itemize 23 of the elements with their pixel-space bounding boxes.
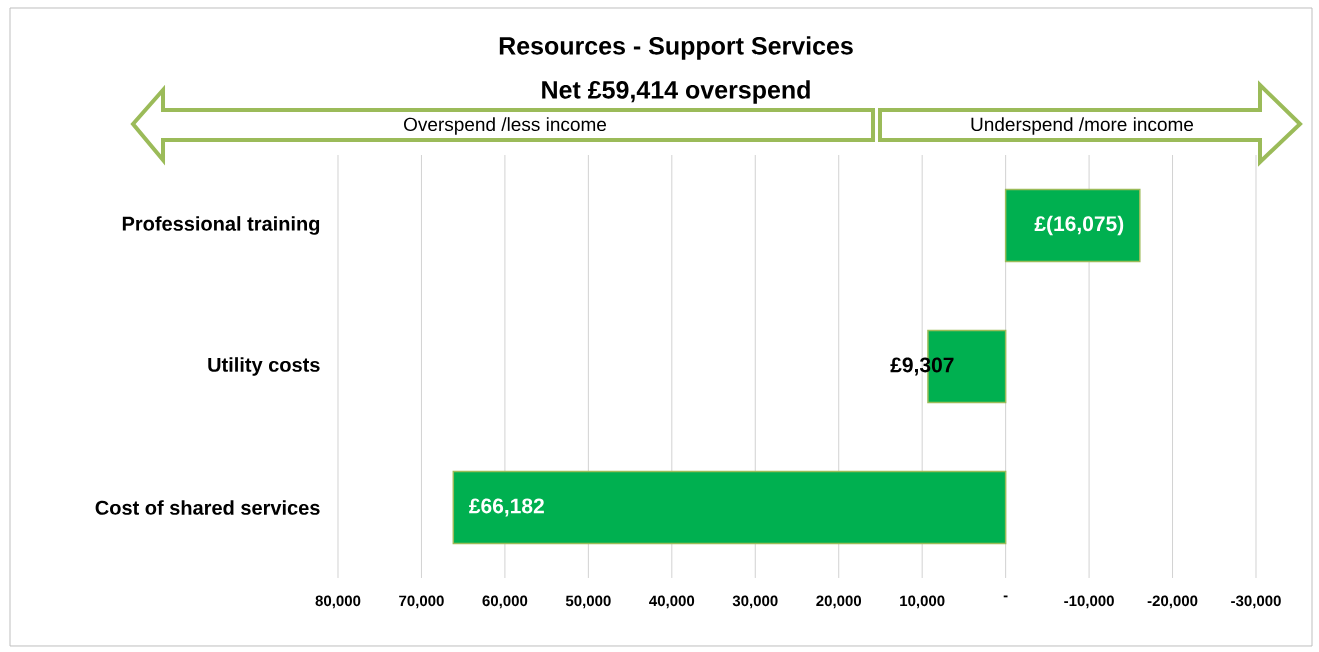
chart-subtitle: Net £59,414 overspend [542, 80, 810, 104]
x-tick-label: 80,000 [315, 595, 361, 609]
x-tick-label: 20,000 [816, 595, 862, 609]
x-tick-label: 10,000 [900, 595, 945, 609]
x-tick-label: 70,000 [399, 595, 444, 609]
x-tick-label: -10,000 [1064, 595, 1114, 609]
x-tick-label: - [1003, 595, 1008, 598]
data-label: £(16,075) [1034, 215, 1124, 236]
y-tick-label: Cost of shared services [95, 500, 320, 515]
bar [1004, 188, 1141, 263]
chart-title: Resources - Support Services [499, 36, 853, 60]
x-tick-label: -20,000 [1147, 595, 1198, 609]
bar [452, 470, 1007, 545]
y-tick-label: Professional training [122, 216, 320, 235]
text: Overspend /less income [404, 117, 607, 135]
x-tick-label: -30,000 [1231, 595, 1281, 609]
x-tick-label: 30,000 [732, 595, 778, 609]
x-tick-label: 60,000 [482, 595, 528, 609]
x-tick-label: 50,000 [565, 595, 611, 609]
x-tick-label: 40,000 [649, 595, 695, 609]
data-label: £66,182 [469, 498, 544, 517]
y-tick-label: Utility costs [208, 357, 320, 376]
text: Underspend /more income [971, 117, 1194, 135]
